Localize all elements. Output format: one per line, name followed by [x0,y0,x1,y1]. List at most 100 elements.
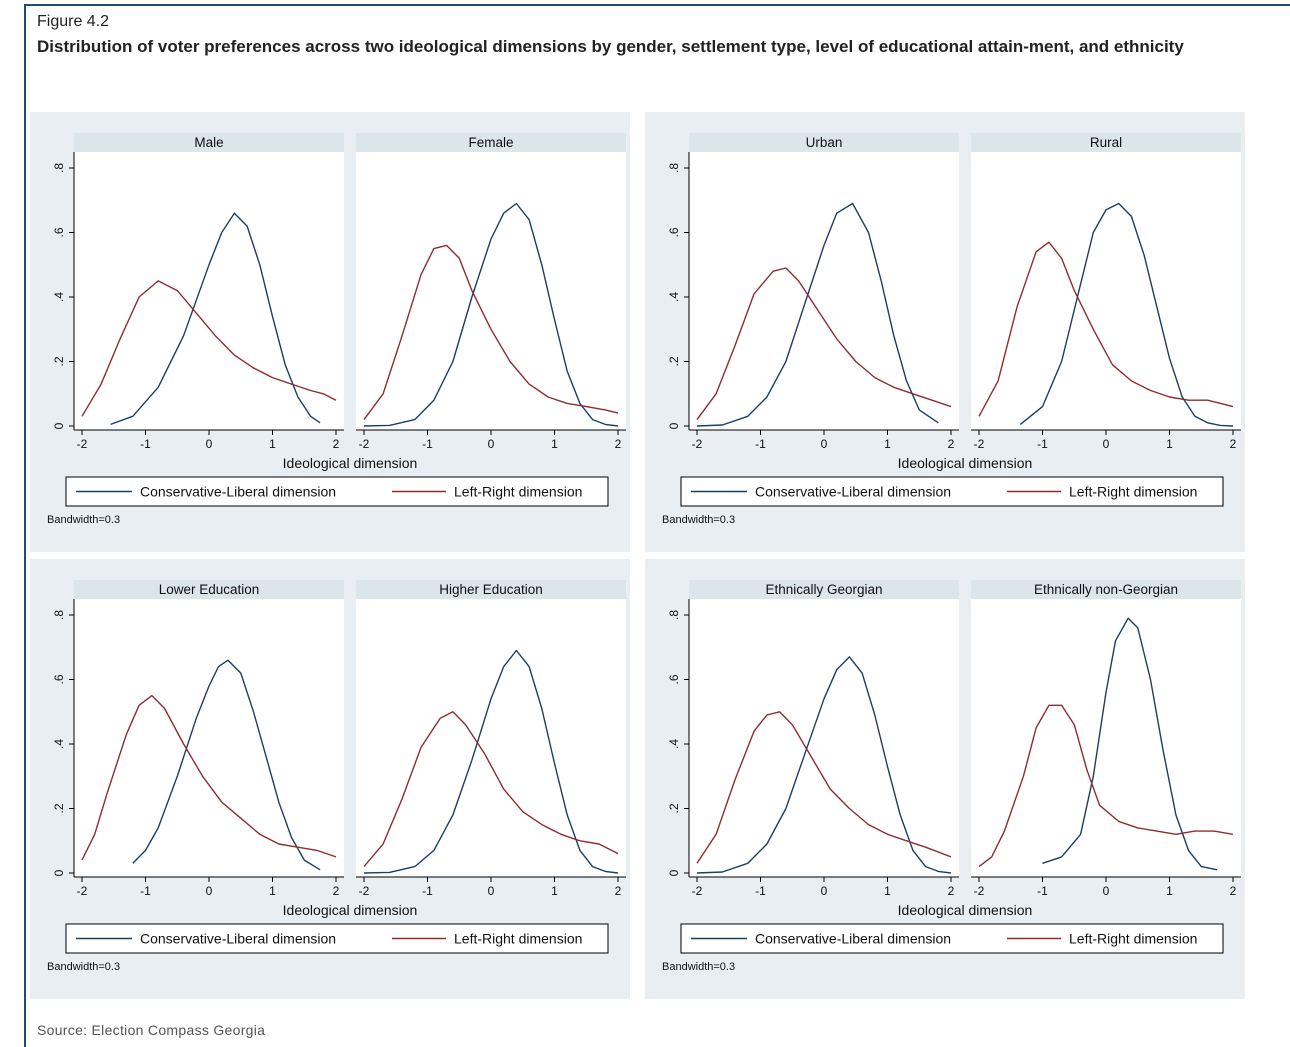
bandwidth-note: Bandwidth=0.3 [47,961,120,973]
y-tick-label: .6 [667,227,681,237]
x-tick-label: 2 [333,437,340,451]
y-tick-label: .4 [667,292,681,302]
left-right-line [81,694,337,861]
panel-strip [74,580,344,599]
left-right-line [81,280,337,417]
x-tick-label: -1 [755,884,766,898]
panel-1: Ethnically Georgian -2 -1 0 1 2 0 .2 .4 .6 .8 [667,580,959,898]
x-tick-label: -2 [359,437,370,451]
figure-label: Figure 4.2 [37,13,110,30]
x-tick-label: 0 [821,884,828,898]
x-tick-label: -2 [77,884,88,898]
panel-title: Male [194,135,223,150]
x-tick-label: -1 [1037,437,1048,451]
conservative-liberal-line [363,202,619,427]
x-tick-label: 0 [488,437,495,451]
panel-title: Female [468,135,513,150]
x-tick-label: -1 [422,437,433,451]
panel-1: Urban -2 -1 0 1 2 0 .2 .4 .6 .8 [667,133,959,451]
x-tick-label: 1 [269,884,276,898]
x-tick-label: 1 [884,884,891,898]
legend: Conservative-Liberal dimension Left-Right… [65,923,609,954]
legend: Conservative-Liberal dimension Left-Right… [65,476,609,507]
panel-strip [356,580,626,599]
plot-area [356,152,626,430]
y-tick-label: 0 [52,869,66,876]
chart-block-4: Ethnically Georgian-2 -1 0 1 20.2.4.6.8Ethni… [645,559,1245,999]
legend-label-left-right: Left-Right dimension [454,931,582,947]
panel-2: Higher Education -2 -1 0 1 2 [356,580,626,898]
y-tick-label: .6 [52,227,66,237]
panel-title: Higher Education [439,582,543,597]
x-tick-label: -2 [974,884,985,898]
panel-title: Urban [806,135,843,150]
plot-area [971,599,1241,877]
x-tick-label: -1 [422,884,433,898]
x-tick-label: -1 [140,437,151,451]
legend-label-left-right: Left-Right dimension [1069,484,1197,500]
left-right-line [978,704,1234,868]
y-tick-label: 0 [667,422,681,429]
y-tick-label: .2 [667,356,681,366]
conservative-liberal-line [132,659,321,871]
x-tick-label: -2 [77,437,88,451]
panel-strip [689,133,959,152]
panel-1: Lower Education -2 -1 0 1 2 0 .2 .4 .6 .8 [52,580,344,898]
y-tick-label: .6 [52,674,66,684]
legend-label-conservative-liberal: Conservative-Liberal dimension [140,484,336,500]
bandwidth-note: Bandwidth=0.3 [662,961,735,973]
x-tick-label: -2 [974,437,985,451]
chart-block-2: Urban -2 -1 0 1 2 0 .2 .4 .6 .8 Rural -2 -1 0 1 2 Ideolog… [645,112,1245,552]
y-tick-label: .2 [52,803,66,813]
conservative-liberal-line [696,656,952,874]
conservative-liberal-line [1042,617,1218,871]
plot-area [689,599,959,877]
x-tick-label: -2 [692,437,703,451]
legend-label-left-right: Left-Right dimension [1069,931,1197,947]
x-tick-label: -1 [140,884,151,898]
y-tick-label: .2 [667,803,681,813]
figure-title: Distribution of voter preferences across… [37,37,1184,56]
x-axis-title: Ideological dimension [283,455,418,471]
x-tick-label: 1 [551,884,558,898]
legend-box [680,923,1224,954]
legend-label-conservative-liberal: Conservative-Liberal dimension [140,931,336,947]
plot-area [74,152,344,430]
x-tick-label: 2 [948,437,955,451]
panel-title: Lower Education [159,582,260,597]
plot-area [74,599,344,877]
y-tick-label: .8 [667,610,681,620]
panel-2: Rural -2 -1 0 1 2 [971,133,1241,451]
panel-2: Ethnically non-Georgian -2 -1 0 1 2 [971,580,1241,898]
x-tick-label: -2 [359,884,370,898]
x-tick-label: 0 [1103,884,1110,898]
bandwidth-note: Bandwidth=0.3 [47,514,120,526]
plot-area [356,599,626,877]
legend-label-conservative-liberal: Conservative-Liberal dimension [755,484,951,500]
panel-strip [356,133,626,152]
y-tick-label: .4 [52,292,66,302]
figure-frame-left [24,4,26,1047]
x-tick-label: 2 [615,437,622,451]
conservative-liberal-line [696,202,939,427]
panel-strip [689,580,959,599]
panel-2: Female -2 -1 0 1 2 [356,133,626,451]
y-tick-label: .2 [52,356,66,366]
legend-box [680,476,1224,507]
y-tick-label: 0 [52,422,66,429]
legend: Conservative-Liberal dimension Left-Right… [680,476,1224,507]
chart-block-3: Lower Education -2 -1 0 1 2 0 .2 .4 .6 .8 Higher Ed… [30,559,630,999]
panel-strip [971,580,1241,599]
x-tick-label: -1 [1037,884,1048,898]
legend: Conservative-Liberal dimension Left-Right… [680,923,1224,954]
legend-box [65,476,609,507]
figure-frame-top [24,4,1290,6]
legend-box [65,923,609,954]
panel-title: Ethnically non-Georgian [1034,582,1178,597]
left-right-line [363,711,619,868]
x-tick-label: 0 [1103,437,1110,451]
x-tick-label: 2 [1230,884,1237,898]
panel-strip [74,133,344,152]
panel-title: Ethnically Georgian [765,582,882,597]
